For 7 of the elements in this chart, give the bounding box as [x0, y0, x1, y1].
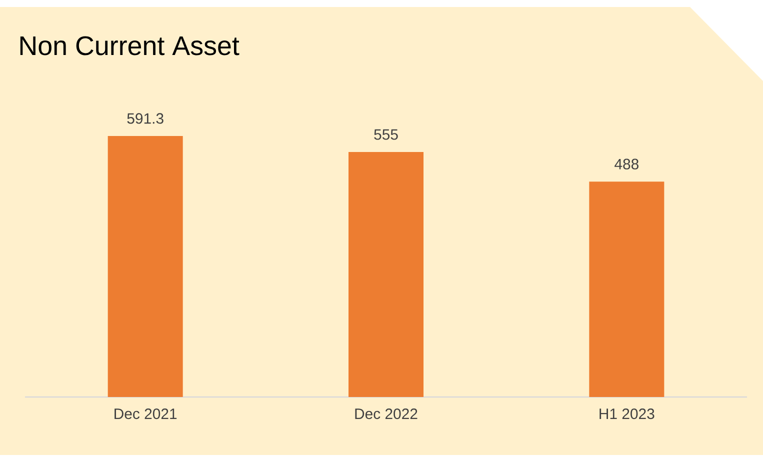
- data-label: 555: [374, 129, 398, 140]
- data-label: 591.3: [127, 113, 164, 124]
- data-label: 488: [614, 158, 638, 170]
- x-tick-label: Dec 2021: [114, 408, 177, 420]
- x-tick-label: Dec 2022: [355, 408, 418, 420]
- chart-title: Non Current Asset: [20, 36, 240, 56]
- x-tick-label: H1 2023: [600, 408, 654, 420]
